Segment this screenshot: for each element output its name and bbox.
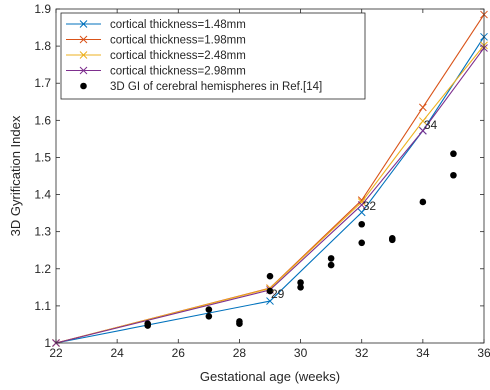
legend-label-3: cortical thickness=2.48mm bbox=[110, 50, 246, 62]
y-tick-label: 1 bbox=[44, 336, 51, 350]
y-tick-label: 1.1 bbox=[34, 299, 51, 313]
legend-marker-4 bbox=[79, 66, 88, 75]
y-tick-label: 1.4 bbox=[34, 188, 51, 202]
reference-point bbox=[205, 312, 213, 320]
series-1-point bbox=[266, 297, 274, 305]
axes-box bbox=[55, 8, 485, 344]
annotation-label: 32 bbox=[363, 199, 377, 213]
annotation-label: 34 bbox=[424, 118, 438, 132]
reference-point bbox=[327, 261, 335, 269]
reference-point bbox=[358, 220, 366, 228]
x-axis-label: Gestational age (weeks) bbox=[200, 369, 340, 384]
legend-marker-1 bbox=[79, 20, 88, 28]
y-tick-label: 1.2 bbox=[34, 262, 51, 276]
series-3-point bbox=[357, 198, 366, 206]
y-tick-label: 1.7 bbox=[34, 76, 51, 90]
y-tick-label: 1.5 bbox=[34, 150, 51, 164]
annotation-label: 29 bbox=[271, 287, 285, 301]
series-4-point bbox=[357, 201, 366, 209]
y-tick-label: 1.3 bbox=[34, 225, 51, 239]
reference-point bbox=[144, 322, 152, 329]
reference-point bbox=[450, 171, 457, 179]
series-4-point bbox=[419, 126, 427, 135]
reference-point bbox=[297, 279, 304, 286]
y-tick-label: 1.9 bbox=[34, 2, 51, 16]
x-tick-label: 26 bbox=[172, 346, 186, 360]
legend-label-4: cortical thickness=2.98mm bbox=[110, 66, 246, 78]
reference-point bbox=[205, 306, 213, 313]
x-tick-label: 30 bbox=[294, 346, 308, 360]
y-tick-label: 1.8 bbox=[34, 39, 51, 53]
series-1-point bbox=[357, 208, 366, 217]
legend-label-2: cortical thickness=1.98mm bbox=[110, 35, 246, 47]
reference-point bbox=[266, 272, 274, 280]
legend-label-1: cortical thickness=1.48mm bbox=[110, 19, 246, 31]
reference-point bbox=[297, 284, 304, 291]
reference-point bbox=[419, 198, 427, 206]
series-3-point bbox=[419, 117, 427, 125]
legend-marker-reference bbox=[80, 82, 87, 90]
legend-label-reference: 3D GI of cerebral hemispheres in Ref.[14… bbox=[110, 81, 322, 93]
x-tick-label: 32 bbox=[355, 346, 369, 360]
reference-point bbox=[388, 236, 396, 244]
x-tick-label: 28 bbox=[233, 346, 247, 360]
x-tick-label: 36 bbox=[477, 346, 490, 360]
x-tick-label: 22 bbox=[49, 346, 63, 360]
y-tick-label: 1.6 bbox=[34, 113, 51, 127]
legend-box bbox=[60, 12, 366, 100]
series-2-point bbox=[419, 103, 427, 112]
reference-point bbox=[358, 239, 366, 247]
x-tick-label: 34 bbox=[416, 346, 430, 360]
legend-marker-3 bbox=[79, 51, 88, 59]
reference-point bbox=[450, 150, 457, 158]
y-axis-label: 3D Gyrification Index bbox=[8, 115, 23, 236]
x-tick-label: 24 bbox=[110, 346, 124, 360]
reference-point bbox=[327, 255, 335, 262]
reference-point bbox=[266, 287, 274, 295]
reference-point bbox=[236, 320, 243, 328]
legend-marker-2 bbox=[79, 35, 88, 44]
